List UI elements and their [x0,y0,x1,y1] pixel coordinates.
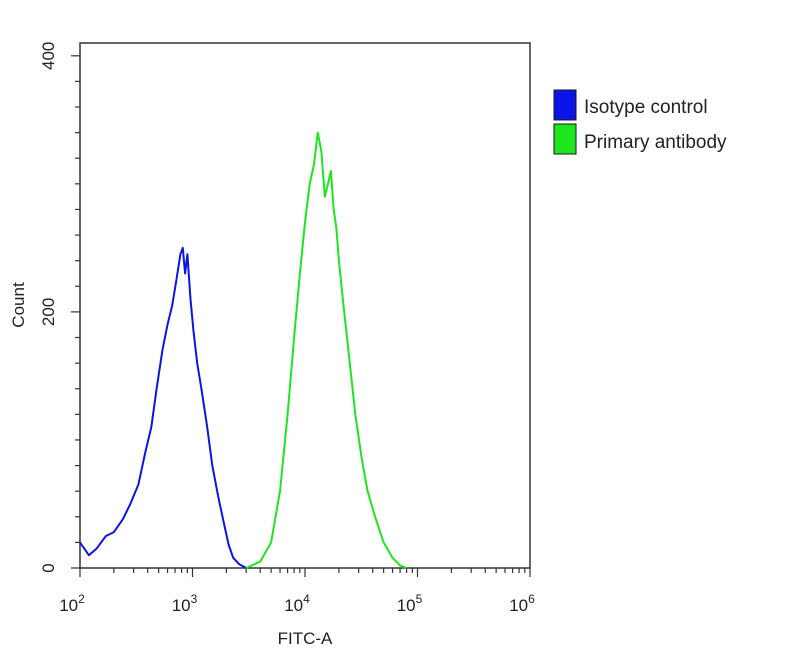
x-tick-exponent: 6 [528,592,535,606]
legend-item-primary: Primary antibody [553,123,727,155]
x-tick-base: 10 [509,596,528,615]
x-tick-label: 105 [397,592,423,615]
series-line-isotype-control [79,246,247,569]
legend-swatch-primary [553,123,577,155]
series-line-primary-antibody [245,131,407,569]
plot-frame [79,42,531,569]
x-tick-base: 10 [284,596,303,615]
x-tick-exponent: 2 [78,592,85,606]
x-tick-base: 10 [172,596,191,615]
y-tick-label: 0 [39,563,58,572]
legend-label-primary: Primary antibody [584,132,727,153]
legend-item-isotype: Isotype control [553,89,708,121]
x-tick-exponent: 5 [416,592,423,606]
legend-label-isotype: Isotype control [584,97,708,118]
series-layer [79,131,407,569]
x-tick-label: 104 [284,592,310,615]
x-tick-label: 106 [509,592,535,615]
x-axis-title: FITC-A [278,629,333,648]
x-tick-label: 103 [172,592,198,615]
legend-swatch-isotype [553,89,577,121]
x-tick-exponent: 3 [191,592,198,606]
axis-ticks [71,55,531,577]
x-tick-base: 10 [59,596,78,615]
x-tick-label: 102 [59,592,85,615]
y-axis-title: Count [9,282,28,328]
x-tick-base: 10 [397,596,416,615]
x-tick-exponent: 4 [303,592,310,606]
y-tick-label: 200 [39,298,58,326]
y-tick-label: 400 [39,42,58,70]
legend: Isotype control Primary antibody [553,89,727,155]
